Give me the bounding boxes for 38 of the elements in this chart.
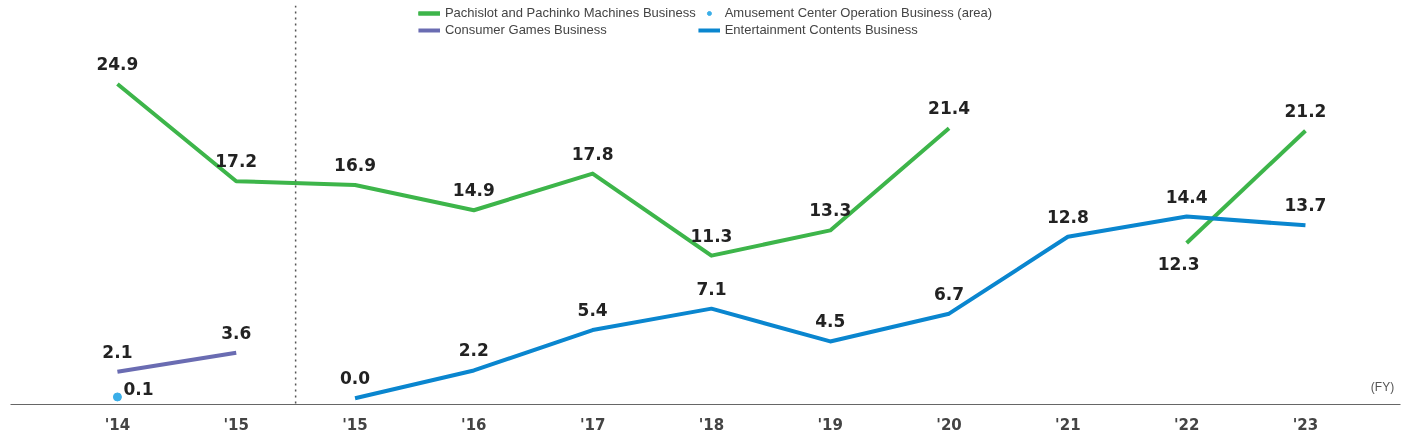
data-label: 5.4	[577, 300, 608, 321]
x-tick-label: '16	[461, 415, 487, 434]
data-label: 14.4	[1165, 186, 1208, 207]
data-label: 4.5	[815, 311, 846, 332]
data-label: 6.7	[933, 283, 965, 304]
data-label: 13.3	[809, 200, 852, 221]
x-tick-label: '17	[579, 415, 606, 434]
x-tick-label: '14	[104, 415, 131, 434]
data-label: 7.1	[696, 278, 727, 299]
x-axis-title: (FY)	[1370, 380, 1395, 395]
data-label: 2.2	[458, 340, 489, 361]
x-tick-label: '18	[698, 415, 725, 434]
x-tick-label: '19	[817, 415, 843, 434]
data-label: 0.1	[123, 378, 154, 399]
data-label: 13.7	[1284, 195, 1327, 216]
data-label: 16.9	[334, 154, 377, 175]
x-tick-label: '20	[936, 415, 962, 434]
legend-label: Consumer Games Business	[444, 22, 607, 37]
data-label: 12.8	[1046, 206, 1089, 227]
legend-label: Amusement Center Operation Business (area)	[724, 5, 993, 20]
data-label: 21.4	[928, 98, 971, 119]
legend-label: Entertainment Contents Business	[724, 22, 918, 37]
data-label: 24.9	[96, 54, 139, 75]
data-label: 0.0	[339, 368, 371, 389]
x-tick-label: '15	[223, 415, 249, 434]
data-label: 11.3	[690, 225, 733, 246]
x-tick-label: '22	[1173, 415, 1200, 434]
x-tick-label: '21	[1055, 415, 1081, 434]
legend-label: Pachislot and Pachinko Machines Business	[444, 5, 696, 20]
x-tick-label: '23	[1292, 415, 1319, 434]
data-label: 14.9	[452, 180, 495, 201]
x-tick-label: '15	[342, 415, 368, 434]
data-label: 17.8	[571, 143, 614, 164]
data-label: 3.6	[221, 322, 252, 343]
data-label: 17.2	[215, 151, 258, 172]
data-label: 21.2	[1284, 100, 1327, 121]
data-label: 2.1	[102, 341, 133, 362]
data-label: 12.3	[1157, 254, 1200, 275]
